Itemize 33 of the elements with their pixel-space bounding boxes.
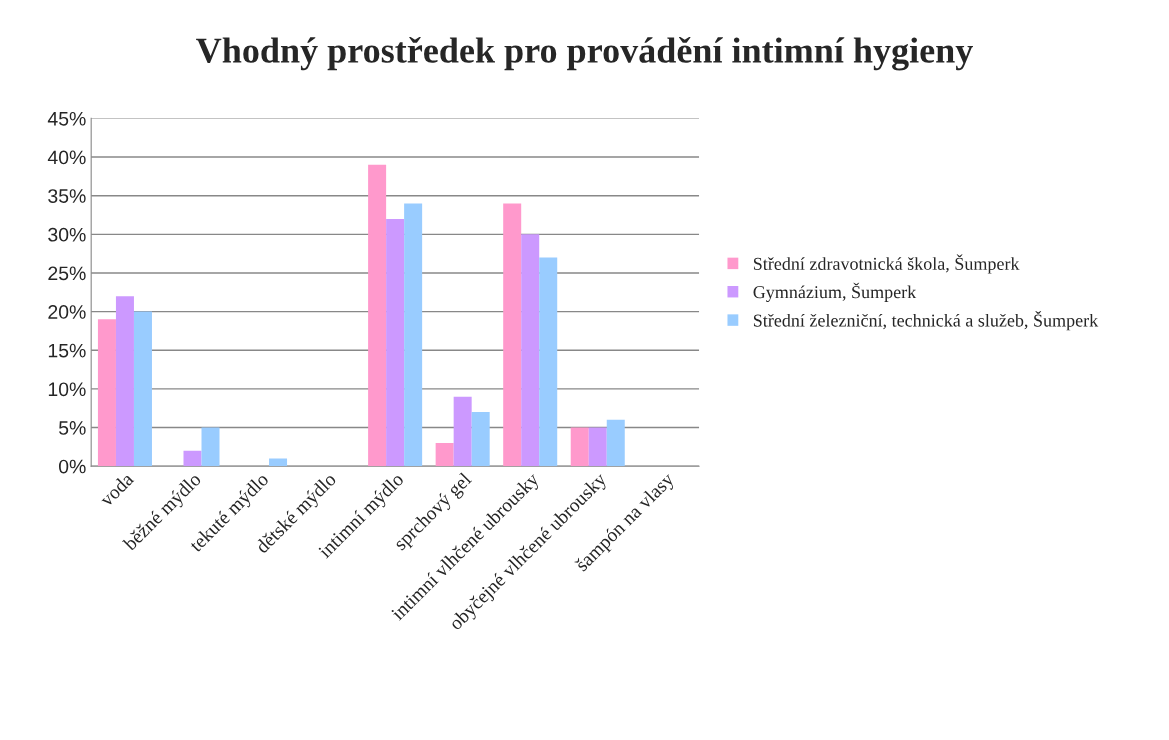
y-tick-label: 0% [58, 459, 86, 474]
bar [201, 427, 220, 467]
y-tick-label: 20% [48, 305, 86, 319]
bar [115, 296, 134, 467]
y-tick-label: 5% [59, 421, 86, 435]
legend-label: Střední železniční, technická a služeb, Šumperk [753, 311, 1099, 331]
bar [386, 218, 405, 467]
bar [588, 427, 607, 467]
bar [97, 319, 116, 467]
bar [133, 311, 152, 467]
bar [570, 427, 589, 467]
y-tick-label: 40% [47, 150, 86, 165]
bar [471, 412, 490, 467]
bar [269, 458, 288, 467]
y-tick-label: 15% [48, 343, 86, 358]
y-tick-label: 10% [48, 382, 86, 397]
bar [606, 419, 625, 467]
y-tick-label: 45% [47, 111, 86, 126]
bar [539, 257, 558, 467]
bar [435, 443, 454, 467]
legend-label: Střední zdravotnická škola, Šumperk [753, 254, 1020, 274]
bar [368, 164, 387, 467]
bar [521, 234, 540, 467]
bar [404, 203, 423, 467]
chart-title: Vhodný prostředek pro provádění intimní hygieny [196, 37, 973, 71]
bar [453, 396, 472, 467]
legend-label: Gymnázium, Šumperk [753, 282, 917, 302]
y-tick-label: 30% [48, 227, 86, 242]
bar [183, 450, 202, 467]
y-tick-label: 25% [48, 266, 86, 281]
y-tick-label: 35% [48, 189, 86, 203]
x-tick-label: voda [98, 471, 135, 508]
bar [503, 203, 522, 467]
